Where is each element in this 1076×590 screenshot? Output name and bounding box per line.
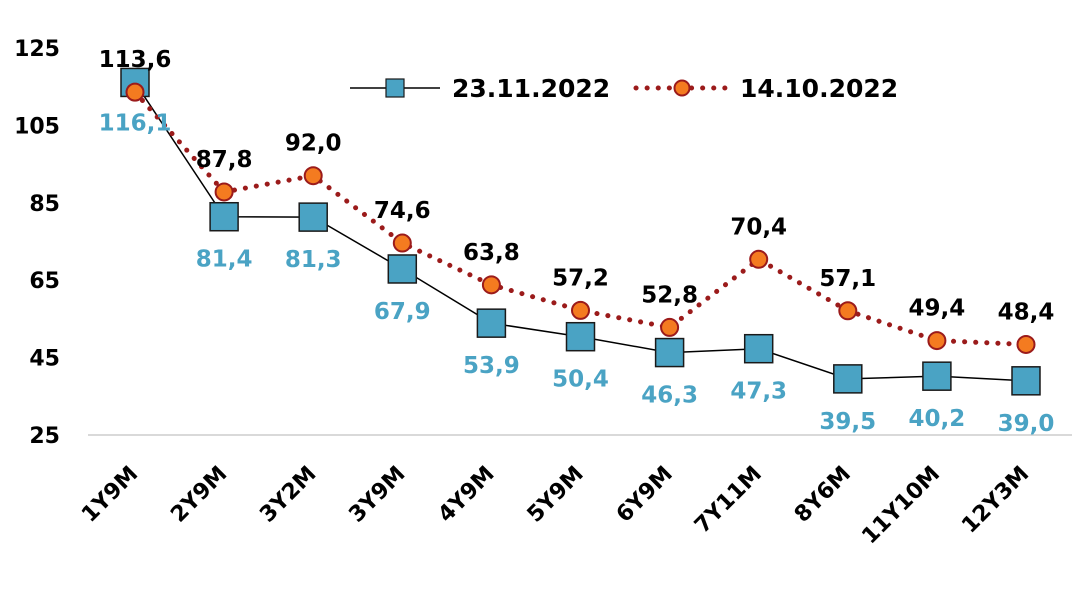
data-label-23-11-2022: 67,9 (374, 299, 431, 325)
x-tick-label: 1Y9M (77, 462, 143, 528)
y-tick-label: 25 (29, 424, 60, 449)
square-marker (209, 201, 239, 232)
x-tick-label: 11Y10M (857, 462, 945, 550)
data-label-14-10-2022: 87,8 (196, 147, 253, 173)
x-tick-label: 12Y3M (957, 462, 1034, 539)
x-tick-label: 7Y11M (690, 462, 767, 539)
circle-marker (838, 301, 858, 321)
square-marker (922, 361, 952, 391)
x-tick-label: 3Y2M (255, 462, 321, 528)
data-label-23-11-2022: 39,5 (819, 409, 876, 435)
circle-marker (303, 166, 323, 186)
y-tick-label: 105 (14, 114, 60, 139)
square-marker (387, 254, 418, 284)
data-label-23-11-2022: 40,2 (909, 406, 966, 432)
circle-marker (481, 275, 501, 295)
data-label-14-10-2022: 52,8 (641, 282, 698, 308)
data-label-23-11-2022: 39,0 (998, 411, 1055, 437)
data-label-23-11-2022: 50,4 (552, 367, 609, 393)
x-tick-label: 4Y9M (434, 462, 500, 528)
x-tick-label: 3Y9M (344, 462, 410, 528)
circle-marker (392, 233, 412, 253)
data-label-14-10-2022: 74,6 (374, 198, 431, 224)
data-label-14-10-2022: 48,4 (998, 299, 1055, 325)
data-label-14-10-2022: 113,6 (99, 47, 172, 73)
square-marker (298, 202, 328, 232)
legend-label-23-11-2022: 23.11.2022 (452, 74, 610, 103)
legend-marker-14-10-2022 (673, 79, 691, 97)
data-label-14-10-2022: 70,4 (730, 214, 787, 240)
data-label-14-10-2022: 92,0 (285, 131, 342, 157)
y-tick-label: 85 (29, 192, 60, 217)
square-marker (743, 333, 774, 364)
data-label-23-11-2022: 46,3 (641, 383, 698, 409)
legend-marker-23-11-2022 (385, 78, 405, 98)
x-tick-label: 6Y9M (612, 462, 678, 528)
x-tick-label: 2Y9M (166, 462, 232, 528)
circle-marker (1016, 334, 1036, 354)
data-label-14-10-2022: 49,4 (909, 296, 966, 322)
square-marker (1011, 366, 1041, 396)
data-label-23-11-2022: 116,1 (99, 110, 172, 136)
square-marker (654, 337, 685, 368)
circle-marker (749, 249, 769, 269)
x-tick-label: 8Y6M (790, 462, 856, 528)
square-marker (833, 364, 863, 394)
square-marker (476, 308, 507, 338)
y-tick-label: 125 (14, 37, 60, 62)
legend-label-14-10-2022: 14.10.2022 (740, 74, 898, 103)
circle-marker (214, 182, 234, 202)
y-tick-label: 45 (29, 347, 60, 372)
circle-marker (571, 300, 590, 320)
data-label-14-10-2022: 63,8 (463, 240, 520, 266)
circle-marker (927, 331, 947, 351)
data-label-14-10-2022: 57,2 (552, 265, 609, 291)
x-tick-label: 5Y9M (523, 462, 589, 528)
series-line-14-10-2022 (132, 89, 1029, 347)
data-label-23-11-2022: 53,9 (463, 353, 520, 379)
square-marker (565, 321, 596, 352)
data-label-14-10-2022: 57,1 (819, 266, 876, 292)
data-label-23-11-2022: 81,4 (196, 247, 253, 273)
circle-marker (660, 317, 680, 337)
y-tick-label: 65 (29, 269, 60, 294)
circle-marker (125, 82, 145, 102)
data-label-23-11-2022: 47,3 (730, 379, 787, 405)
data-label-23-11-2022: 81,3 (285, 247, 342, 273)
